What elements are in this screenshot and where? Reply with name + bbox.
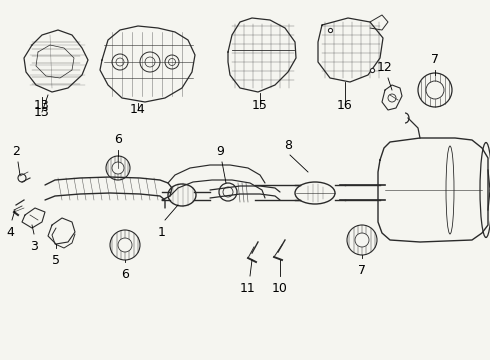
Text: 1: 1 <box>158 226 166 239</box>
Text: 12: 12 <box>377 61 393 74</box>
Text: 16: 16 <box>337 99 353 112</box>
Text: 10: 10 <box>272 282 288 295</box>
Text: 7: 7 <box>431 53 439 66</box>
Text: 6: 6 <box>114 133 122 146</box>
Text: 9: 9 <box>216 145 224 158</box>
Text: 13: 13 <box>34 105 50 118</box>
Text: 15: 15 <box>252 99 268 112</box>
Text: 8: 8 <box>284 139 292 152</box>
Text: 3: 3 <box>30 240 38 253</box>
Text: 7: 7 <box>358 264 366 277</box>
Text: 6: 6 <box>121 268 129 281</box>
Text: 13: 13 <box>34 99 50 112</box>
Text: 5: 5 <box>52 254 60 267</box>
Text: 11: 11 <box>240 282 256 295</box>
Text: 14: 14 <box>130 103 146 116</box>
Text: 4: 4 <box>6 226 14 239</box>
Text: 2: 2 <box>12 145 20 158</box>
